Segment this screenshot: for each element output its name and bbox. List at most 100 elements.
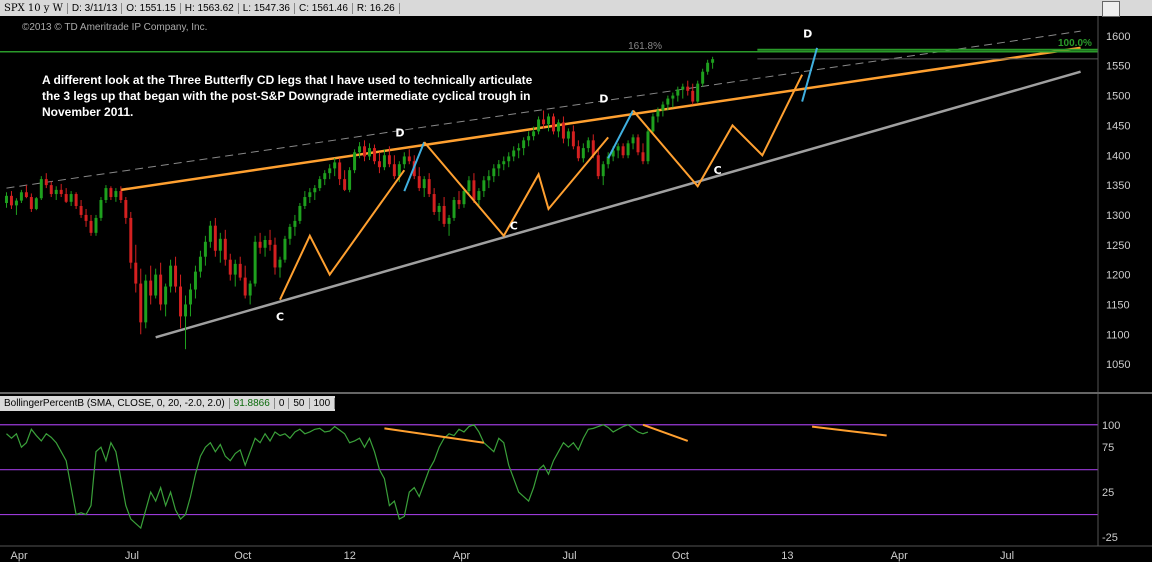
price-tick-label: 1550: [1106, 61, 1130, 73]
candle-body: [64, 194, 68, 202]
candle-body: [551, 116, 555, 132]
abcd-leg-orange: [279, 169, 406, 301]
candle-body: [432, 194, 436, 212]
candle-body: [656, 110, 660, 117]
candle-body: [407, 156, 411, 162]
candle-body: [139, 283, 143, 323]
candle-body: [293, 220, 297, 227]
divergence-line: [642, 423, 689, 442]
pattern-label-C: C: [276, 311, 284, 324]
indicator-name[interactable]: BollingerPercentB (SMA, CLOSE, 0, 20, -2…: [0, 398, 230, 409]
candle-body: [184, 304, 187, 317]
candle-body: [263, 240, 267, 248]
candle-body: [273, 244, 277, 268]
candle-body: [29, 197, 33, 209]
candle-body: [278, 259, 282, 268]
candle-body: [348, 170, 352, 190]
indicator-tick-label: 75: [1102, 442, 1114, 454]
symbol-label[interactable]: SPX 10 y W: [0, 2, 68, 14]
candle-body: [253, 241, 257, 284]
candle-body: [487, 176, 491, 181]
candle-body: [447, 217, 451, 224]
indicator-value: 91.8866: [230, 398, 275, 409]
chart-settings-icon[interactable]: [1102, 1, 1120, 17]
candle-body: [626, 143, 630, 156]
divergence-line: [811, 425, 887, 437]
candle-body: [507, 156, 511, 162]
candle-body: [442, 205, 446, 224]
indicator-chart: 50091.8866: [0, 423, 1150, 530]
price-tick-label: 1300: [1106, 210, 1130, 222]
candle-body: [104, 188, 108, 201]
candle-body: [169, 265, 173, 287]
x-tick-label: Apr: [453, 550, 470, 562]
candle-body: [318, 179, 322, 189]
candle-body: [188, 289, 192, 305]
candle-body: [691, 90, 695, 102]
candle-body: [457, 200, 461, 205]
candle-body: [502, 161, 506, 165]
candle-body: [427, 179, 431, 195]
candle-body: [358, 146, 362, 153]
candle-body: [308, 192, 312, 198]
indicator-tick-label: -25: [1102, 532, 1118, 544]
abcd-leg-orange: [423, 136, 609, 238]
fib-label-100: 100.0%: [1058, 38, 1092, 49]
annotation-text: A different look at the Three Butterfly …: [42, 73, 533, 119]
candle-body: [452, 200, 456, 218]
candle-body: [164, 286, 168, 305]
candle-body: [497, 164, 501, 169]
candle-body: [134, 262, 138, 284]
price-tick-label: 1200: [1106, 270, 1130, 282]
candle-body: [646, 131, 650, 162]
candle-body: [208, 225, 212, 242]
x-tick-label: Apr: [891, 550, 908, 562]
chart-header: SPX 10 y W D: 3/11/13 O: 1551.15 H: 1563…: [0, 0, 1152, 16]
candle-body: [576, 146, 580, 159]
candle-body: [288, 226, 292, 239]
candle-body: [114, 191, 118, 198]
open-label: O: 1551.15: [122, 2, 181, 14]
candle-body: [661, 104, 665, 111]
candle-body: [437, 205, 441, 212]
divergence-line: [384, 427, 485, 444]
candle-body: [581, 148, 585, 159]
candle-body: [547, 116, 551, 125]
candle-body: [203, 241, 207, 257]
candle-body: [9, 195, 13, 206]
candle-body: [606, 156, 610, 165]
price-tick-label: 1350: [1106, 180, 1130, 192]
candle-body: [477, 191, 481, 201]
abcd-leg-cyan: [403, 141, 426, 192]
candle-body: [218, 238, 222, 251]
candle-body: [99, 200, 103, 218]
candle-body: [631, 137, 635, 144]
candle-body: [129, 217, 133, 263]
abcd-leg-orange: [632, 74, 804, 189]
trendline-dashed-upper: [6, 30, 1081, 189]
abcd-leg-cyan: [801, 47, 819, 102]
candle-body: [323, 173, 327, 180]
candle-body: [527, 136, 531, 141]
candle-body: [492, 168, 496, 177]
candle-body: [482, 180, 486, 192]
indicator-level-50: 50: [289, 398, 310, 409]
candle-body: [313, 188, 317, 193]
candle-body: [258, 241, 262, 248]
candle-body: [417, 176, 421, 189]
candle-body: [701, 71, 705, 84]
abcd-leg-cyan: [607, 110, 634, 159]
candle-body: [179, 286, 183, 317]
candle-body: [377, 161, 381, 168]
price-tick-label: 1450: [1106, 120, 1130, 132]
candle-body: [213, 225, 217, 251]
candle-body: [39, 179, 43, 199]
candle-body: [343, 179, 347, 190]
indicator-level-0: 0: [275, 398, 290, 409]
candle-body: [283, 238, 287, 260]
candle-body: [154, 274, 158, 296]
candle-body: [119, 191, 123, 201]
x-tick-label: Apr: [10, 550, 27, 562]
candle-body: [616, 146, 620, 151]
